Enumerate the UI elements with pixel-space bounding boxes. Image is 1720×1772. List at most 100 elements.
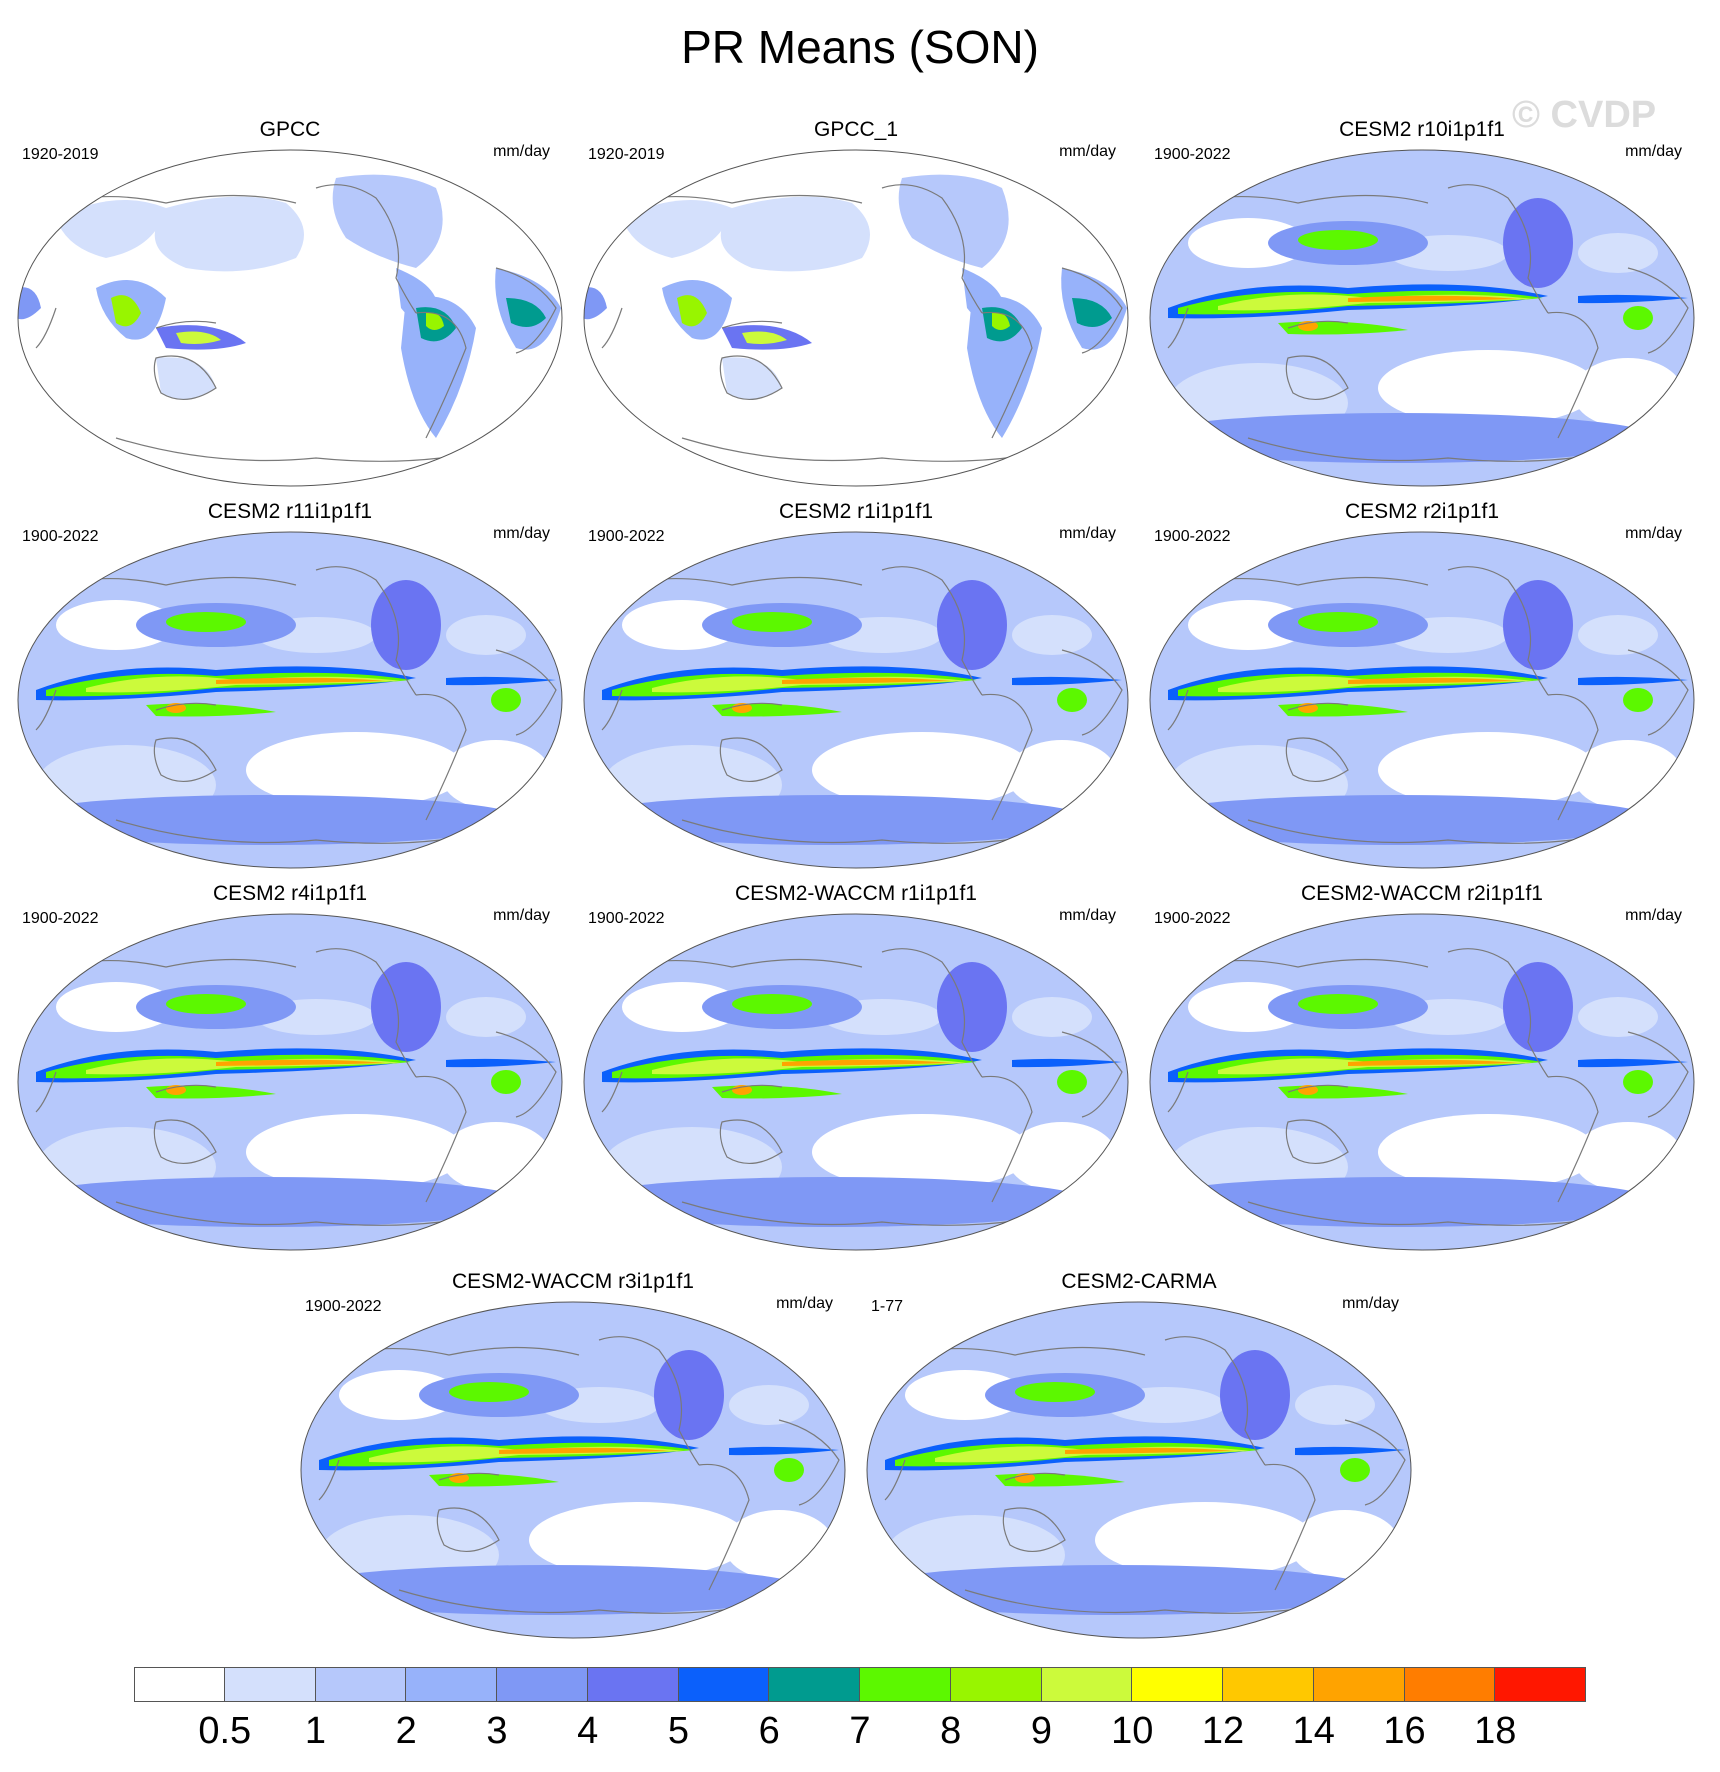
- map-projection: [300, 1301, 846, 1639]
- colorbar-swatch: [1313, 1667, 1405, 1702]
- map-border: [1149, 149, 1695, 487]
- colorbar-swatch: [1041, 1667, 1133, 1702]
- map-projection: [1149, 531, 1695, 869]
- map-panel: GPCC_1 1920-2019 mm/day: [576, 118, 1136, 498]
- map-period: 1900-2022: [588, 910, 665, 927]
- colorbar-swatch: [1495, 1667, 1586, 1702]
- colorbar-label: 7: [849, 1710, 871, 1752]
- map-panel: CESM2-WACCM r1i1p1f1 1900-2022 mm/day: [576, 882, 1136, 1262]
- colorbar-swatch: [769, 1667, 860, 1702]
- map-panel: CESM2-WACCM r2i1p1f1 1900-2022 mm/day: [1142, 882, 1702, 1262]
- map-title: CESM2 r4i1p1f1: [212, 882, 368, 905]
- colorbar-swatch: [1223, 1667, 1314, 1702]
- map-panel: CESM2 r4i1p1f1 1900-2022 mm/day: [10, 882, 570, 1262]
- map-border: [17, 913, 563, 1251]
- colorbar-swatch: [860, 1667, 951, 1702]
- map-title: CESM2-WACCM r1i1p1f1: [735, 882, 977, 905]
- map-panel: CESM2-CARMA 1-77 mm/day: [859, 1270, 1419, 1650]
- map-units: mm/day: [1059, 525, 1116, 542]
- map-projection: [17, 531, 563, 869]
- page-title: PR Means (SON): [681, 21, 1039, 73]
- precip-field: [18, 532, 562, 868]
- map-projection: [583, 913, 1129, 1251]
- colorbar-swatch: [406, 1667, 497, 1702]
- colorbar-label: 12: [1201, 1710, 1245, 1752]
- map-projection: [583, 149, 1129, 487]
- precip-field: [584, 914, 1128, 1250]
- colorbar-swatch: [224, 1667, 316, 1702]
- map-period: 1920-2019: [588, 146, 665, 163]
- map-period: 1900-2022: [1154, 528, 1231, 545]
- map-units: mm/day: [1059, 907, 1116, 924]
- map-title: CESM2 r1i1p1f1: [778, 500, 934, 523]
- colorbar-label: 6: [758, 1710, 780, 1752]
- map-border: [1149, 531, 1695, 869]
- map-projection: [17, 149, 563, 487]
- map-period: 1900-2022: [1154, 146, 1231, 163]
- map-panel: CESM2 r11i1p1f1 1900-2022 mm/day: [10, 500, 570, 880]
- colorbar-swatch: [315, 1667, 407, 1702]
- map-border: [17, 531, 563, 869]
- map-title: CESM2 r2i1p1f1: [1344, 500, 1500, 523]
- map-period: 1900-2022: [22, 910, 99, 927]
- precip-field: [584, 532, 1128, 868]
- colorbar-swatch: [134, 1667, 225, 1702]
- map-panel: CESM2 r2i1p1f1 1900-2022 mm/day: [1142, 500, 1702, 880]
- map-title: CESM2 r10i1p1f1: [1339, 118, 1505, 141]
- map-projection: [866, 1301, 1412, 1639]
- map-projection: [1149, 913, 1695, 1251]
- colorbar-swatch: [678, 1667, 770, 1702]
- map-border: [1149, 913, 1695, 1251]
- map-units: mm/day: [1342, 1295, 1399, 1312]
- colorbar-label: 14: [1292, 1710, 1335, 1752]
- precip-field: [584, 150, 1128, 486]
- map-period: 1900-2022: [22, 528, 99, 545]
- map-units: mm/day: [1625, 143, 1682, 160]
- precip-field: [301, 1302, 845, 1638]
- precip-field: [18, 150, 562, 486]
- map-projection: [1149, 149, 1695, 487]
- map-period: 1920-2019: [22, 146, 99, 163]
- map-units: mm/day: [1625, 525, 1682, 542]
- colorbar-swatch: [1132, 1667, 1223, 1702]
- colorbar-swatch: [587, 1667, 679, 1702]
- map-period: 1-77: [871, 1298, 904, 1315]
- map-panel: CESM2 r1i1p1f1 1900-2022 mm/day: [576, 500, 1136, 880]
- colorbar: [134, 1667, 1586, 1702]
- precip-field: [1150, 150, 1694, 486]
- map-panel: CESM2-WACCM r3i1p1f1 1900-2022 mm/day: [293, 1270, 853, 1650]
- precip-field: [1150, 914, 1694, 1250]
- map-title: GPCC: [259, 118, 321, 141]
- colorbar-swatch: [497, 1667, 588, 1702]
- map-units: mm/day: [493, 143, 550, 160]
- map-units: mm/day: [1059, 143, 1116, 160]
- map-title: CESM2 r11i1p1f1: [207, 500, 373, 523]
- map-period: 1900-2022: [588, 528, 665, 545]
- map-panel: GPCC 1920-2019 mm/day: [10, 118, 570, 498]
- colorbar-label: 0.5: [198, 1710, 252, 1752]
- map-border: [300, 1301, 846, 1639]
- map-projection: [583, 531, 1129, 869]
- map-panel: CESM2 r10i1p1f1 1900-2022 mm/day: [1142, 118, 1702, 498]
- map-border: [583, 149, 1129, 487]
- colorbar-label: 3: [486, 1710, 508, 1752]
- map-border: [866, 1301, 1412, 1639]
- colorbar-label: 2: [395, 1710, 417, 1752]
- map-title: CESM2-WACCM r3i1p1f1: [452, 1270, 694, 1293]
- map-border: [583, 913, 1129, 1251]
- map-border: [583, 531, 1129, 869]
- colorbar-swatch: [1404, 1667, 1496, 1702]
- colorbar-swatch: [950, 1667, 1042, 1702]
- colorbar-label: 8: [940, 1710, 962, 1752]
- colorbar-label: 10: [1111, 1710, 1154, 1752]
- cvdp-watermark: © CVDP: [1512, 94, 1657, 136]
- map-units: mm/day: [776, 1295, 833, 1312]
- map-projection: [17, 913, 563, 1251]
- precip-field: [867, 1302, 1411, 1638]
- map-title: CESM2-CARMA: [1061, 1270, 1217, 1293]
- map-title: GPCC_1: [813, 118, 899, 141]
- map-units: mm/day: [1625, 907, 1682, 924]
- map-units: mm/day: [493, 525, 550, 542]
- colorbar-label: 5: [667, 1710, 690, 1752]
- colorbar-label: 4: [577, 1710, 599, 1752]
